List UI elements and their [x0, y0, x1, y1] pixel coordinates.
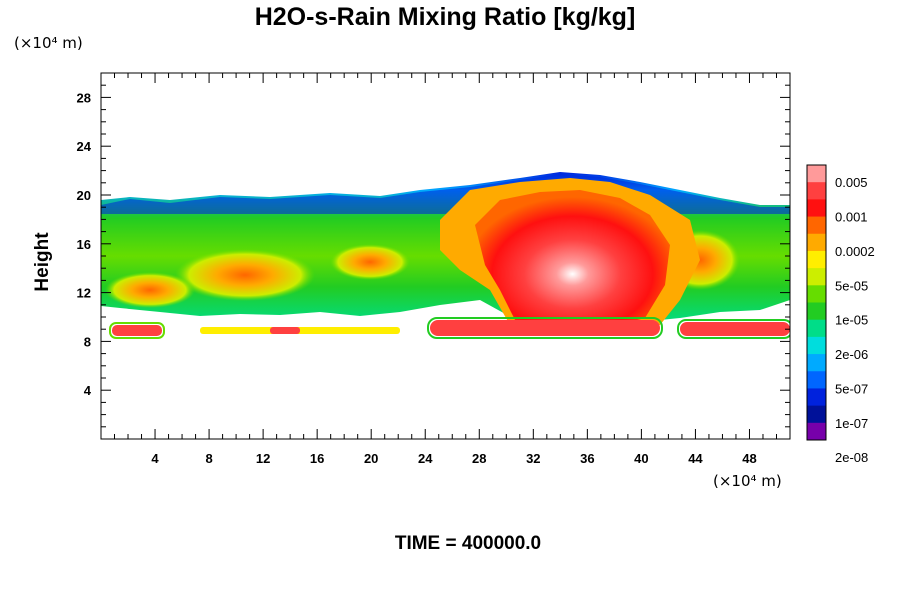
x-tick-label: 20 — [364, 451, 378, 466]
colorbar: 0.005 0.001 0.0002 5e-05 1e-05 2e-06 5e-07 1e-0… — [806, 164, 875, 465]
chart-title: H2O-s-Rain Mixing Ratio [kg/kg] — [255, 3, 636, 31]
y-axis-label: Height — [32, 232, 53, 292]
lower-layer — [109, 322, 165, 339]
colorbar-label: 2e-08 — [835, 450, 868, 465]
colorbar-swatch — [807, 182, 826, 200]
rain-mixing-ratio-field — [101, 172, 790, 339]
colorbar-swatch — [807, 388, 826, 407]
colorbar-swatch — [807, 405, 826, 424]
colorbar-label: 1e-07 — [835, 416, 868, 431]
y-tick-label: 8 — [84, 334, 91, 349]
x-axis: 4 8 12 16 20 24 28 32 36 40 44 48 — [114, 73, 777, 466]
upper-cloud-edge — [101, 174, 790, 214]
x-tick-label: 28 — [472, 451, 486, 466]
warm-patch — [105, 272, 195, 308]
colorbar-label: 0.005 — [835, 175, 868, 190]
colorbar-swatch — [807, 285, 826, 303]
colorbar-swatch — [807, 354, 826, 372]
colorbar-swatch — [807, 336, 826, 355]
colorbar-swatch — [807, 268, 826, 286]
convective-core-inner — [475, 190, 670, 330]
x-tick-label: 4 — [151, 451, 159, 466]
y-tick-label: 28 — [77, 90, 91, 105]
y-tick-label: 12 — [77, 286, 91, 301]
lower-layer — [427, 317, 663, 339]
warm-patch — [175, 249, 315, 301]
colorbar-frame — [806, 164, 827, 441]
x-tick-label: 36 — [580, 451, 594, 466]
colorbar-label: 0.0002 — [835, 244, 875, 259]
x-tick-label: 40 — [634, 451, 648, 466]
lower-layer — [270, 327, 300, 334]
time-label: TIME = 400000.0 — [395, 533, 541, 554]
y-tick-label: 4 — [84, 383, 92, 398]
colorbar-swatch — [807, 302, 826, 321]
y-axis-unit: (×10⁴ m) — [14, 34, 83, 52]
warm-patch — [330, 244, 410, 280]
colorbar-swatch — [807, 422, 826, 441]
x-tick-label: 16 — [310, 451, 324, 466]
x-tick-label: 32 — [526, 451, 540, 466]
x-tick-label: 48 — [742, 451, 756, 466]
y-axis: 4 8 12 16 20 24 28 — [77, 84, 790, 428]
colorbar-swatch — [807, 233, 826, 252]
colorbar-swatch — [807, 165, 826, 183]
x-tick-label: 12 — [256, 451, 270, 466]
colorbar-label: 5e-07 — [835, 381, 868, 396]
x-tick-label: 8 — [205, 451, 212, 466]
colorbar-label: 0.001 — [835, 210, 868, 225]
colorbar-swatch — [807, 250, 826, 269]
colorbar-swatch — [807, 319, 826, 338]
lower-layer — [680, 322, 790, 336]
colorbar-swatch — [807, 199, 826, 218]
x-tick-label: 24 — [418, 451, 433, 466]
lower-layer — [112, 325, 162, 336]
y-tick-label: 20 — [77, 188, 91, 203]
colorbar-swatch — [807, 371, 826, 389]
colorbar-label: 2e-06 — [835, 347, 868, 362]
colorbar-swatch — [807, 216, 826, 235]
lower-layer — [430, 320, 660, 336]
colorbar-label: 5e-05 — [835, 278, 868, 293]
x-tick-label: 44 — [688, 451, 703, 466]
y-tick-label: 24 — [77, 139, 92, 154]
y-tick-label: 16 — [77, 237, 91, 252]
colorbar-label: 1e-05 — [835, 313, 868, 328]
lower-layer — [677, 319, 790, 339]
x-axis-unit: (×10⁴ m) — [713, 472, 782, 490]
